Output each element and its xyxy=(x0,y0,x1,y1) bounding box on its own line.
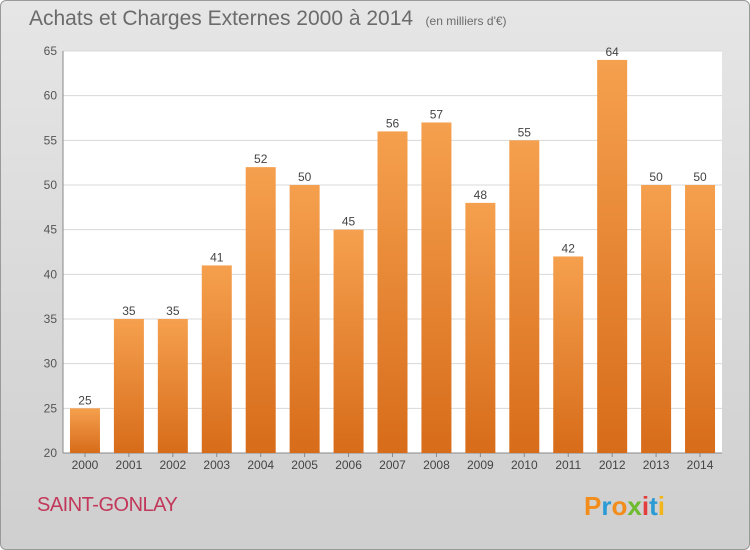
bar-value-label: 57 xyxy=(430,107,444,121)
logo-letter: r xyxy=(601,491,612,521)
x-tick-label: 2010 xyxy=(511,458,538,472)
logo-letter: x xyxy=(627,491,642,521)
logo-letter: i xyxy=(641,491,650,521)
x-tick-label: 2011 xyxy=(555,458,581,472)
bar-value-label: 41 xyxy=(210,250,224,264)
logo-letter: P xyxy=(584,491,602,521)
logo-letter: i xyxy=(657,491,665,521)
bar-value-label: 35 xyxy=(166,304,180,318)
x-tick-label: 2013 xyxy=(643,458,670,472)
y-tick-label: 45 xyxy=(44,223,58,237)
bar xyxy=(201,265,232,453)
logo-letter: o xyxy=(611,491,628,521)
bar-value-label: 25 xyxy=(78,393,92,407)
y-tick-label: 65 xyxy=(44,44,58,58)
chart-title: Achats et Charges Externes 2000 à 2014 (… xyxy=(29,7,507,31)
bar-value-label: 55 xyxy=(518,125,532,139)
bar-value-label: 50 xyxy=(693,170,707,184)
x-tick-label: 2002 xyxy=(159,458,186,472)
bar xyxy=(289,185,320,453)
bar-value-label: 50 xyxy=(649,170,663,184)
bar xyxy=(157,319,188,453)
y-tick-label: 40 xyxy=(44,267,58,281)
chart-title-text: Achats et Charges Externes 2000 à 2014 xyxy=(29,7,414,30)
y-tick-label: 35 xyxy=(44,312,58,326)
x-tick-label: 2007 xyxy=(379,458,406,472)
bar xyxy=(553,256,584,453)
x-tick-label: 2004 xyxy=(247,458,274,472)
bar xyxy=(641,185,672,453)
bar-value-label: 50 xyxy=(298,170,312,184)
bar xyxy=(685,185,716,453)
y-tick-label: 20 xyxy=(44,446,58,460)
bar xyxy=(509,140,540,454)
proxiti-logo: Proxiti xyxy=(584,491,665,522)
x-tick-label: 2009 xyxy=(467,458,494,472)
bar xyxy=(113,319,144,453)
x-tick-label: 2008 xyxy=(423,458,450,472)
y-tick-label: 60 xyxy=(44,89,58,103)
bar xyxy=(333,229,364,453)
bar-value-label: 35 xyxy=(122,304,136,318)
bar-value-label: 42 xyxy=(562,241,576,255)
bar xyxy=(377,131,408,453)
x-tick-label: 2000 xyxy=(72,458,99,472)
y-tick-label: 55 xyxy=(44,133,58,147)
bar xyxy=(597,59,628,453)
y-tick-label: 25 xyxy=(44,401,58,415)
commune-name: SAINT-GONLAY xyxy=(37,494,178,516)
x-tick-label: 2001 xyxy=(116,458,143,472)
bar-value-label: 45 xyxy=(342,215,356,229)
x-tick-label: 2006 xyxy=(335,458,362,472)
bar xyxy=(465,202,496,453)
bar xyxy=(421,122,452,453)
bar xyxy=(245,167,276,453)
y-tick-label: 30 xyxy=(44,357,58,371)
bar-value-label: 64 xyxy=(605,45,619,59)
bar-value-label: 48 xyxy=(474,188,488,202)
chart-unit-text: (en milliers d'€) xyxy=(425,14,507,28)
bar-value-label: 52 xyxy=(254,152,268,166)
bar-value-label: 56 xyxy=(386,116,400,130)
x-tick-label: 2012 xyxy=(599,458,626,472)
x-tick-label: 2014 xyxy=(687,458,714,472)
bar xyxy=(69,408,100,453)
y-tick-label: 50 xyxy=(44,178,58,192)
x-tick-label: 2003 xyxy=(203,458,230,472)
logo-letter: t xyxy=(649,491,658,521)
x-tick-label: 2005 xyxy=(291,458,318,472)
